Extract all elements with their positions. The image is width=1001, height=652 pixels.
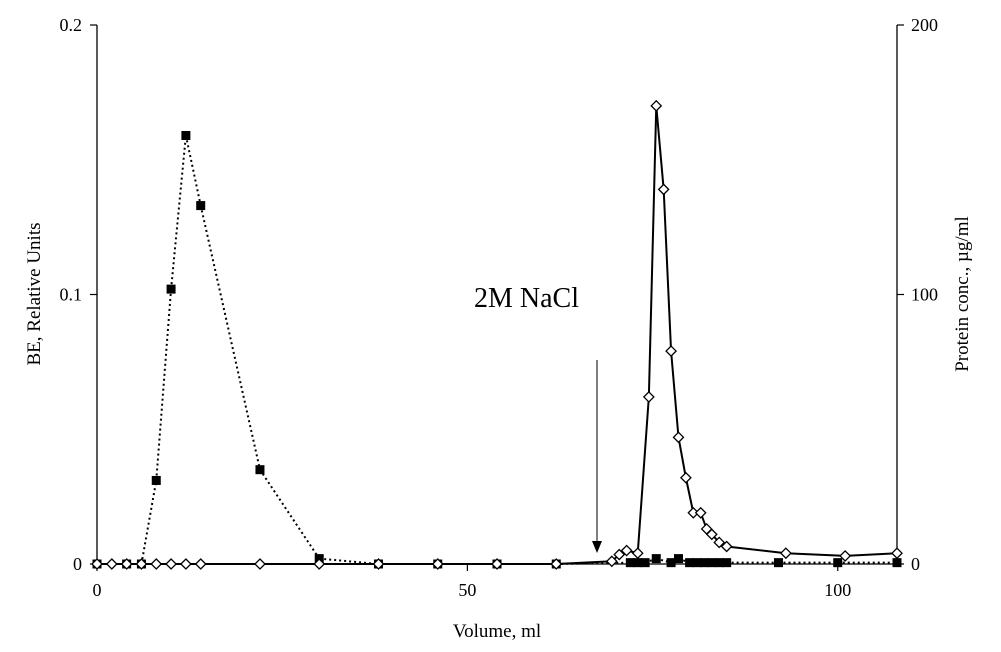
series-1-point	[640, 558, 650, 568]
series-1-point	[181, 130, 191, 140]
series-1-segment	[184, 135, 202, 206]
ticks: 0 50 100 0 0.1 0.2 0 100 200	[60, 15, 939, 600]
series-2-point	[491, 558, 503, 570]
series-2-point	[313, 558, 326, 570]
series-2-point	[179, 558, 192, 570]
series-2-point	[120, 558, 133, 570]
y-right-tick-label: 0	[911, 554, 920, 574]
series-2-point	[650, 99, 663, 112]
annotation-label: 2M NaCl	[474, 283, 579, 314]
y-axis-left-title: BE, Relative Units	[24, 222, 45, 365]
series-2-point	[135, 558, 148, 570]
series-1-point	[151, 475, 161, 485]
series-2-point	[620, 544, 633, 557]
series-1-segment	[170, 135, 187, 290]
series-2-point	[254, 558, 266, 570]
series-2-segment	[726, 545, 787, 555]
series-2-point	[431, 558, 444, 570]
series-2-point	[779, 547, 792, 560]
y-axis-right-title: Protein conc., µg/ml	[952, 216, 973, 372]
series-1-segment	[199, 205, 261, 470]
series-2-point	[679, 471, 692, 484]
series-2-segment	[670, 351, 680, 438]
series-1-point	[833, 558, 843, 568]
series-2-point	[657, 183, 670, 196]
series-1-segment	[259, 469, 321, 560]
series-1-point	[892, 558, 902, 568]
series-1-point	[166, 284, 176, 294]
x-axis-title: Volume, ml	[453, 621, 541, 642]
series-2-point	[194, 558, 207, 570]
series-1-point	[196, 201, 206, 211]
series-1-point	[673, 554, 683, 564]
series-1-point	[699, 558, 709, 568]
annotation-arrow-head	[592, 541, 602, 553]
y-left-tick-label: 0.2	[60, 15, 83, 35]
series-1-point	[255, 465, 265, 475]
series-1-point	[714, 558, 724, 568]
series-2-point	[672, 431, 685, 444]
x-tick-label: 0	[93, 580, 102, 600]
series-2-point	[372, 558, 385, 570]
series-markers	[91, 99, 903, 570]
series-2-point	[665, 345, 677, 358]
series-2-segment	[655, 105, 665, 190]
series-2-point	[605, 555, 618, 568]
series-2-segment	[785, 552, 846, 557]
series-1-segment	[140, 480, 158, 565]
series-2-point	[91, 558, 103, 570]
series-2-point	[550, 558, 563, 570]
series-2-point	[891, 547, 903, 560]
series-2-point	[631, 547, 644, 560]
series-1-point	[625, 558, 635, 568]
series-2-point	[839, 549, 852, 562]
series-1-point	[722, 558, 732, 568]
series-2-segment	[556, 560, 612, 565]
series-2-segment	[662, 189, 673, 352]
series-2-segment	[845, 552, 898, 557]
y-right-tick-label: 100	[911, 285, 938, 305]
series-1-segment	[155, 289, 173, 481]
series-2-point	[613, 548, 626, 561]
series-1-point	[707, 558, 717, 568]
series-1-point	[666, 558, 676, 568]
series-1-segment	[556, 561, 631, 565]
series-2-point	[720, 540, 733, 553]
annotation: 2M NaCl	[474, 283, 602, 553]
series-1-point	[651, 554, 661, 564]
x-tick-label: 100	[824, 580, 851, 600]
series-1-point	[633, 558, 643, 568]
series-2-point	[150, 558, 163, 570]
series-2-point	[165, 558, 177, 570]
series-2-segment	[647, 105, 658, 397]
series-2-point	[642, 390, 655, 403]
series-1-point	[685, 558, 695, 568]
series-2-point	[705, 528, 718, 541]
series-1-point	[773, 558, 783, 568]
series-1-point	[692, 558, 702, 568]
series-2-point	[713, 536, 726, 549]
series-2-segment	[684, 477, 695, 514]
series-2-point	[105, 558, 118, 570]
series-2-point	[694, 506, 707, 519]
y-right-tick-label: 200	[911, 15, 938, 35]
y-left-tick-label: 0	[73, 554, 82, 574]
series-lines	[97, 105, 898, 565]
series-2-segment	[636, 396, 650, 554]
y-left-tick-label: 0.1	[60, 285, 83, 305]
x-tick-label: 50	[458, 580, 476, 600]
series-2-segment	[677, 437, 687, 478]
